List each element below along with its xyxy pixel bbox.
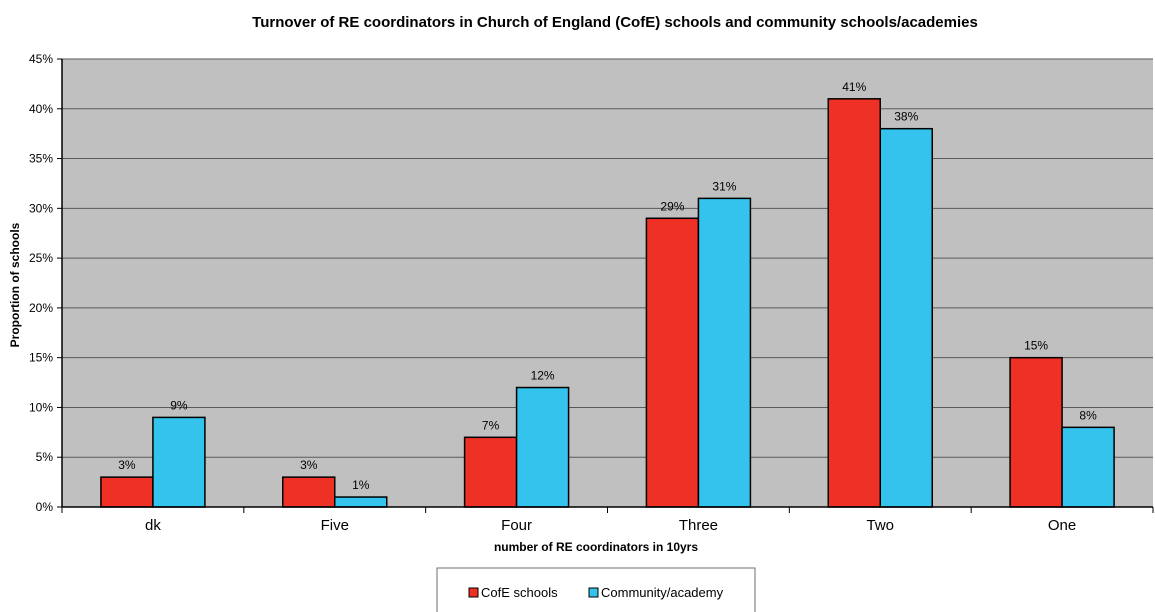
bar-one-community [1061, 426, 1115, 508]
x-tick-labels: dk Five Four Three Two One [145, 517, 1076, 534]
legend-swatch [588, 587, 599, 598]
data-label: 15% [1024, 339, 1048, 353]
data-label: 12% [531, 369, 555, 383]
data-label: 3% [300, 458, 318, 472]
data-labels: 3% 9% 3% 1% 7% 12% 29% 31% 41% 38% 15% 8% [118, 80, 1097, 492]
data-label: 1% [352, 478, 370, 492]
y-tick-label: 0% [36, 500, 54, 514]
data-label: 31% [712, 179, 736, 193]
data-label: 8% [1079, 408, 1097, 422]
y-tick-label: 40% [29, 102, 53, 116]
bar-three-community [697, 197, 752, 508]
plot-area [62, 59, 1153, 507]
y-tick-label: 10% [29, 400, 53, 414]
data-label: 7% [482, 418, 500, 432]
x-tick-label: Four [501, 517, 532, 534]
y-tick-label: 5% [36, 450, 54, 464]
y-tick-label: 45% [29, 52, 53, 66]
legend-label: CofE schools [481, 585, 558, 600]
chart-title: Turnover of RE coordinators in Church of… [252, 14, 978, 31]
data-label: 9% [170, 398, 188, 412]
axes [61, 59, 1154, 513]
data-label: 38% [894, 110, 918, 124]
bar-five-community [334, 496, 388, 508]
data-label: 3% [118, 458, 136, 472]
data-label: 29% [660, 199, 684, 213]
bars [100, 98, 1115, 508]
y-axis-label: Proportion of schools [8, 222, 22, 347]
y-tick-label: 35% [29, 152, 53, 166]
bar-dk-community [152, 416, 206, 508]
bar-dk-cofe [100, 476, 154, 508]
legend-label: Community/academy [601, 585, 724, 600]
y-tick-labels: 0% 5% 10% 15% 20% 25% 30% 35% 40% 45% [29, 52, 53, 514]
x-axis-label: number of RE coordinators in 10yrs [494, 540, 698, 554]
bar-four-community [515, 386, 570, 508]
bar-five-cofe [282, 476, 336, 508]
legend-swatch [468, 587, 479, 598]
y-tick-label: 15% [29, 351, 53, 365]
data-label: 41% [842, 80, 866, 94]
bar-two-cofe [827, 98, 881, 508]
gridlines [57, 58, 1153, 508]
y-tick-label: 30% [29, 201, 53, 215]
bar-one-cofe [1009, 356, 1063, 508]
x-tick-label: Three [679, 517, 718, 534]
x-tick-label: Five [321, 517, 349, 534]
x-tick-label: One [1048, 517, 1076, 534]
x-tick-label: Two [866, 517, 894, 534]
y-tick-label: 20% [29, 301, 53, 315]
legend: CofE schools Community/academy [436, 567, 756, 612]
x-tick-label: dk [145, 517, 161, 534]
y-tick-label: 25% [29, 251, 53, 265]
bar-two-community [879, 127, 933, 508]
bar-four-cofe [463, 436, 518, 508]
bar-three-cofe [645, 217, 700, 508]
